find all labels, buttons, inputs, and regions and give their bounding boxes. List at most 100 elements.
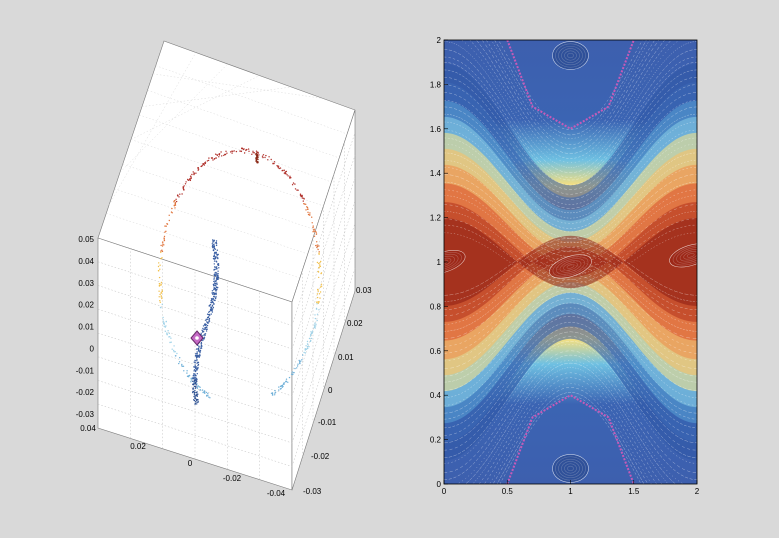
orbit-point xyxy=(316,313,319,315)
magenta-curve xyxy=(506,394,635,484)
orbit-point xyxy=(299,362,301,365)
streak-point xyxy=(213,282,216,284)
orbit-streak xyxy=(444,56,697,178)
orbit-point xyxy=(320,272,322,275)
orbit-point xyxy=(231,150,233,152)
streak-point xyxy=(215,251,217,254)
orbit-point xyxy=(297,189,299,191)
orbit-point xyxy=(209,397,211,399)
orbit-point xyxy=(204,392,206,394)
orbit-point xyxy=(170,211,173,213)
orbit-point xyxy=(197,385,199,387)
orbit-point xyxy=(280,385,282,387)
streak-point xyxy=(201,345,203,347)
orbit-streak xyxy=(444,350,697,473)
orbit-point xyxy=(301,197,304,199)
orbit-point xyxy=(174,351,176,353)
streak-point xyxy=(194,397,196,399)
orbit-point xyxy=(319,264,321,266)
streak-point xyxy=(213,278,215,280)
orbit-band xyxy=(444,235,697,306)
orbit-point xyxy=(164,231,166,233)
orbit-point xyxy=(314,325,316,328)
orbit-point xyxy=(160,244,162,247)
orbit-point xyxy=(294,367,296,370)
orbit-point xyxy=(255,159,258,162)
orbit-streak xyxy=(489,383,652,484)
orbit-streak xyxy=(444,270,697,347)
streak-point xyxy=(204,333,206,335)
streak-point xyxy=(212,298,214,300)
streak-point xyxy=(213,287,215,289)
orbit-point xyxy=(174,202,177,204)
orbit-point xyxy=(310,334,312,336)
streak-point xyxy=(208,311,210,313)
streak-point xyxy=(211,292,213,294)
orbit-streak xyxy=(444,160,697,244)
streak-point xyxy=(217,273,219,275)
orbit-point xyxy=(309,212,311,214)
streak-point xyxy=(193,380,196,382)
streak-point xyxy=(216,282,218,284)
orbit-point xyxy=(287,175,289,177)
streak-point xyxy=(197,361,199,363)
orbit-point xyxy=(170,341,172,343)
streak-point xyxy=(217,263,219,265)
x-tick-label: 1 xyxy=(568,487,573,496)
x-tick-label: 2 xyxy=(695,487,700,496)
orbit-streak xyxy=(444,336,697,451)
orbit-point xyxy=(303,198,305,200)
orbit-point xyxy=(311,330,314,332)
orbit-point xyxy=(173,351,175,353)
streak-point xyxy=(212,293,214,295)
streak-point xyxy=(214,274,217,277)
orbit-point xyxy=(318,293,321,295)
orbit-point xyxy=(160,307,162,309)
orbit-point xyxy=(158,284,161,287)
orbit-point xyxy=(160,258,162,260)
streak-point xyxy=(214,257,216,260)
orbit-point xyxy=(257,158,259,161)
orbit-point xyxy=(178,361,181,363)
orbit-point xyxy=(316,296,319,299)
y-tick-label: 0.8 xyxy=(430,302,442,311)
streak-point xyxy=(208,319,210,321)
orbit-point xyxy=(294,188,297,190)
orbit-point xyxy=(159,264,161,266)
streak-point xyxy=(217,278,220,280)
orbit-point xyxy=(243,148,245,150)
orbit-point xyxy=(289,175,291,177)
streak-point xyxy=(197,401,200,403)
orbit-point xyxy=(160,251,162,254)
orbit-point xyxy=(158,270,160,272)
streak-point xyxy=(194,364,196,366)
orbit-point xyxy=(161,303,163,305)
orbit-point xyxy=(300,195,303,198)
orbit-point xyxy=(166,334,168,336)
orbit-point xyxy=(315,231,317,233)
orbit-point xyxy=(296,365,299,367)
streak-point xyxy=(216,272,218,274)
streak-point xyxy=(202,339,204,342)
orbit-point xyxy=(278,386,280,388)
streak-point xyxy=(199,351,201,354)
orbit-point xyxy=(215,153,217,155)
orbit-point xyxy=(268,156,270,158)
y-tick-label: 0.4 xyxy=(430,391,442,400)
streak-point xyxy=(213,260,216,262)
y-tick-label: 0.02 xyxy=(347,319,363,328)
orbit-point xyxy=(197,168,200,170)
orbit-point xyxy=(191,173,193,176)
orbit-point xyxy=(313,235,316,237)
orbit-point xyxy=(320,260,322,263)
streak-point xyxy=(213,269,215,271)
y-tick-label: 0.2 xyxy=(430,436,442,445)
orbit-point xyxy=(164,326,166,328)
streak-point xyxy=(214,253,216,255)
orbit-point xyxy=(316,241,318,243)
streak-point xyxy=(210,298,213,300)
orbit-point xyxy=(245,149,247,151)
orbit-point xyxy=(161,257,163,259)
streak-point xyxy=(193,399,195,401)
grid-3d xyxy=(97,52,356,480)
